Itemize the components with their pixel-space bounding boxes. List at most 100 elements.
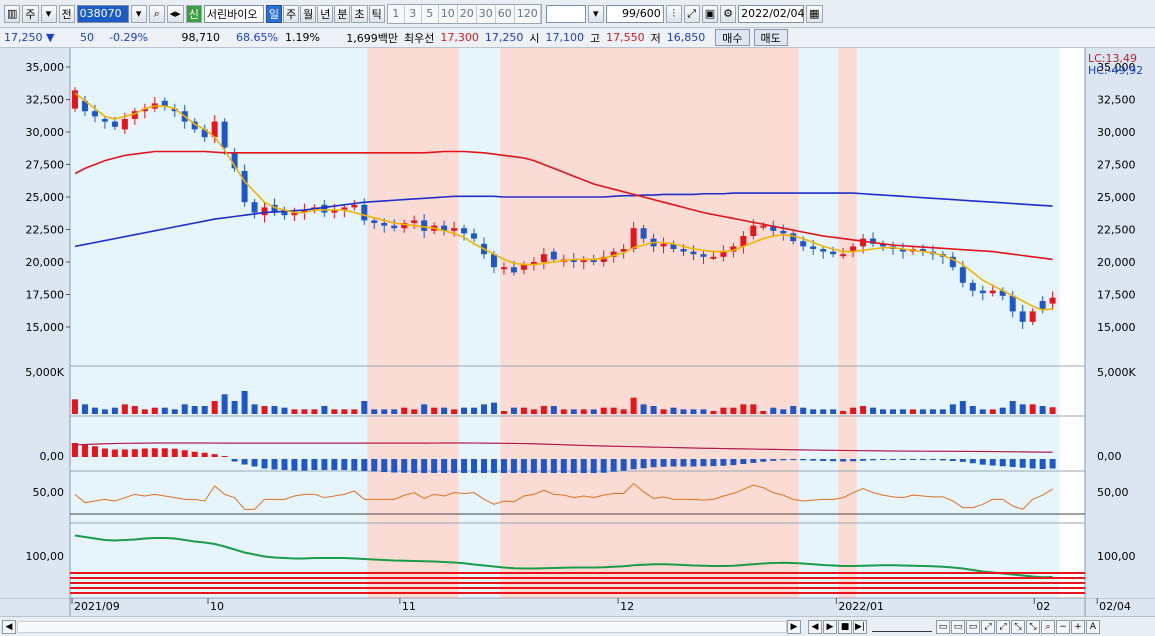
macd-bar-57: [640, 459, 647, 469]
stop-icon[interactable]: ■: [838, 619, 852, 634]
volume-bar-17: [241, 391, 248, 414]
volume-bar-5: [121, 404, 128, 414]
low-price: 16,850: [666, 31, 706, 44]
candle-body-0: [71, 90, 78, 109]
candle-body-90: [969, 282, 976, 291]
candle-body-40: [471, 233, 478, 239]
interval-tab-30[interactable]: 30: [476, 4, 496, 23]
toggle-icon-6[interactable]: ⤡: [1011, 619, 1025, 634]
macd-bar-58: [650, 459, 657, 468]
toggle-icon-7[interactable]: ⤡: [1026, 619, 1040, 634]
period-tab-3[interactable]: 년: [317, 4, 334, 23]
period-toggle[interactable]: 주: [22, 4, 39, 23]
period-tab-2[interactable]: 월: [300, 4, 317, 23]
volume-bar-10: [171, 409, 178, 414]
toggle-icon-3[interactable]: ▭: [966, 619, 980, 634]
candlestick-chart[interactable]: 35,000 35,000 32,500 32,500 30,000 30,000 27,5…: [0, 48, 1155, 616]
macd-bar-95: [1019, 459, 1026, 468]
candle-body-50: [570, 259, 577, 262]
volume-bar-70: [770, 407, 777, 414]
chart-tool-icon[interactable]: ⤢: [683, 4, 700, 23]
candle-type-icon[interactable]: ⫶: [665, 4, 682, 23]
volume-bar-89: [959, 401, 966, 414]
calendar-icon[interactable]: ▦: [806, 4, 823, 23]
candle-body-2: [91, 111, 98, 117]
interval-tab-5[interactable]: 5: [421, 4, 439, 23]
market-toggle[interactable]: 전: [58, 4, 75, 23]
volume-bar-82: [889, 409, 896, 414]
interval-tab-3[interactable]: 3: [404, 4, 422, 23]
buy-button[interactable]: 매수: [715, 29, 750, 46]
end-icon[interactable]: ▶|: [853, 619, 867, 634]
zoom-in-button[interactable]: +: [1071, 619, 1085, 634]
candle-body-1: [81, 100, 88, 112]
toggle-icon-5[interactable]: ⤢: [996, 619, 1010, 634]
candle-body-88: [949, 256, 956, 268]
date-field[interactable]: 2022/02/04: [738, 4, 805, 23]
next-icon[interactable]: ▶: [823, 619, 837, 634]
ask-price: 17,300: [440, 31, 479, 44]
candle-body-18: [251, 202, 258, 213]
interval-tab-60[interactable]: 60: [495, 4, 515, 23]
sound-icon[interactable]: ◂▸: [166, 4, 184, 23]
code-dropdown-icon[interactable]: ▾: [130, 4, 147, 23]
interval-dropdown-icon[interactable]: ▾: [587, 4, 604, 23]
gear-icon[interactable]: ⚙: [720, 4, 737, 23]
period-tab-0[interactable]: 일: [265, 4, 282, 23]
hc-label: HC:-49,92: [1088, 64, 1144, 77]
interval-tab-1[interactable]: 1: [387, 4, 405, 23]
volume-bar-38: [451, 409, 458, 414]
y-tick-label-right-3: 27,500: [1097, 159, 1136, 172]
magnify-icon[interactable]: ⌕: [1041, 619, 1055, 634]
period-tab-6[interactable]: 틱: [368, 4, 385, 23]
save-icon[interactable]: ▣: [701, 4, 719, 23]
search-icon[interactable]: ⌕: [148, 4, 165, 23]
zoom-out-button[interactable]: −: [1056, 619, 1070, 634]
x-tick-label-4: 2022/01: [838, 600, 884, 613]
prev-icon[interactable]: ◀: [808, 619, 822, 634]
volume-bar-23: [301, 409, 308, 414]
macd-bar-5: [121, 449, 128, 457]
macd-bar-74: [810, 459, 817, 461]
zoom-slider[interactable]: [872, 622, 932, 632]
scroll-left-icon[interactable]: ◀: [2, 619, 16, 634]
y-tick-label-left-3: 27,500: [26, 159, 65, 172]
candle-body-75: [820, 249, 827, 252]
macd-bar-54: [610, 459, 617, 472]
scroll-right-icon[interactable]: ▶: [787, 619, 801, 634]
volume-bar-54: [610, 407, 617, 414]
interval-tab-120[interactable]: 120: [514, 4, 541, 23]
open-label: 시: [529, 31, 540, 45]
chart-area[interactable]: 35,000 35,000 32,500 32,500 30,000 30,000 27,5…: [0, 48, 1155, 616]
macd-bar-14: [211, 454, 218, 457]
toggle-icon-4[interactable]: ⤢: [981, 619, 995, 634]
interval-tab-10[interactable]: 10: [438, 4, 458, 23]
volume-bar-46: [530, 409, 537, 414]
toggle-icon-1[interactable]: ▭: [936, 619, 950, 634]
high-label: 고: [590, 31, 601, 45]
interval-input[interactable]: [545, 4, 586, 23]
layout-icon[interactable]: ▥: [4, 4, 21, 23]
toggle-icon-2[interactable]: ▭: [951, 619, 965, 634]
volume-bar-40: [471, 407, 478, 414]
period-tab-5[interactable]: 초: [351, 4, 368, 23]
open-price: 17,100: [545, 31, 585, 44]
period-tab-4[interactable]: 분: [334, 4, 351, 23]
period-tab-1[interactable]: 주: [282, 4, 300, 23]
candle-body-33: [401, 223, 408, 229]
macd-bar-42: [490, 459, 497, 473]
obv-tick-right: 100,00: [1097, 550, 1136, 563]
macd-bar-22: [291, 459, 298, 471]
stock-code-input[interactable]: 038070: [76, 4, 129, 23]
candle-body-98: [1049, 297, 1056, 304]
volume-bar-30: [371, 409, 378, 414]
volume-bar-12: [191, 406, 198, 414]
rsi-line: [74, 482, 1053, 510]
sell-button[interactable]: 매도: [753, 29, 788, 46]
scroll-track[interactable]: [17, 620, 787, 633]
interval-tab-20[interactable]: 20: [457, 4, 477, 23]
count-field[interactable]: 99/600: [605, 4, 664, 23]
dropdown-arrow-icon[interactable]: ▾: [40, 4, 57, 23]
font-size-button[interactable]: A: [1086, 619, 1100, 634]
bottom-scrollbar: ◀ ▶ ◀ ▶ ■ ▶| ▭ ▭ ▭ ⤢ ⤢ ⤡ ⤡ ⌕ − + A: [0, 616, 1155, 636]
